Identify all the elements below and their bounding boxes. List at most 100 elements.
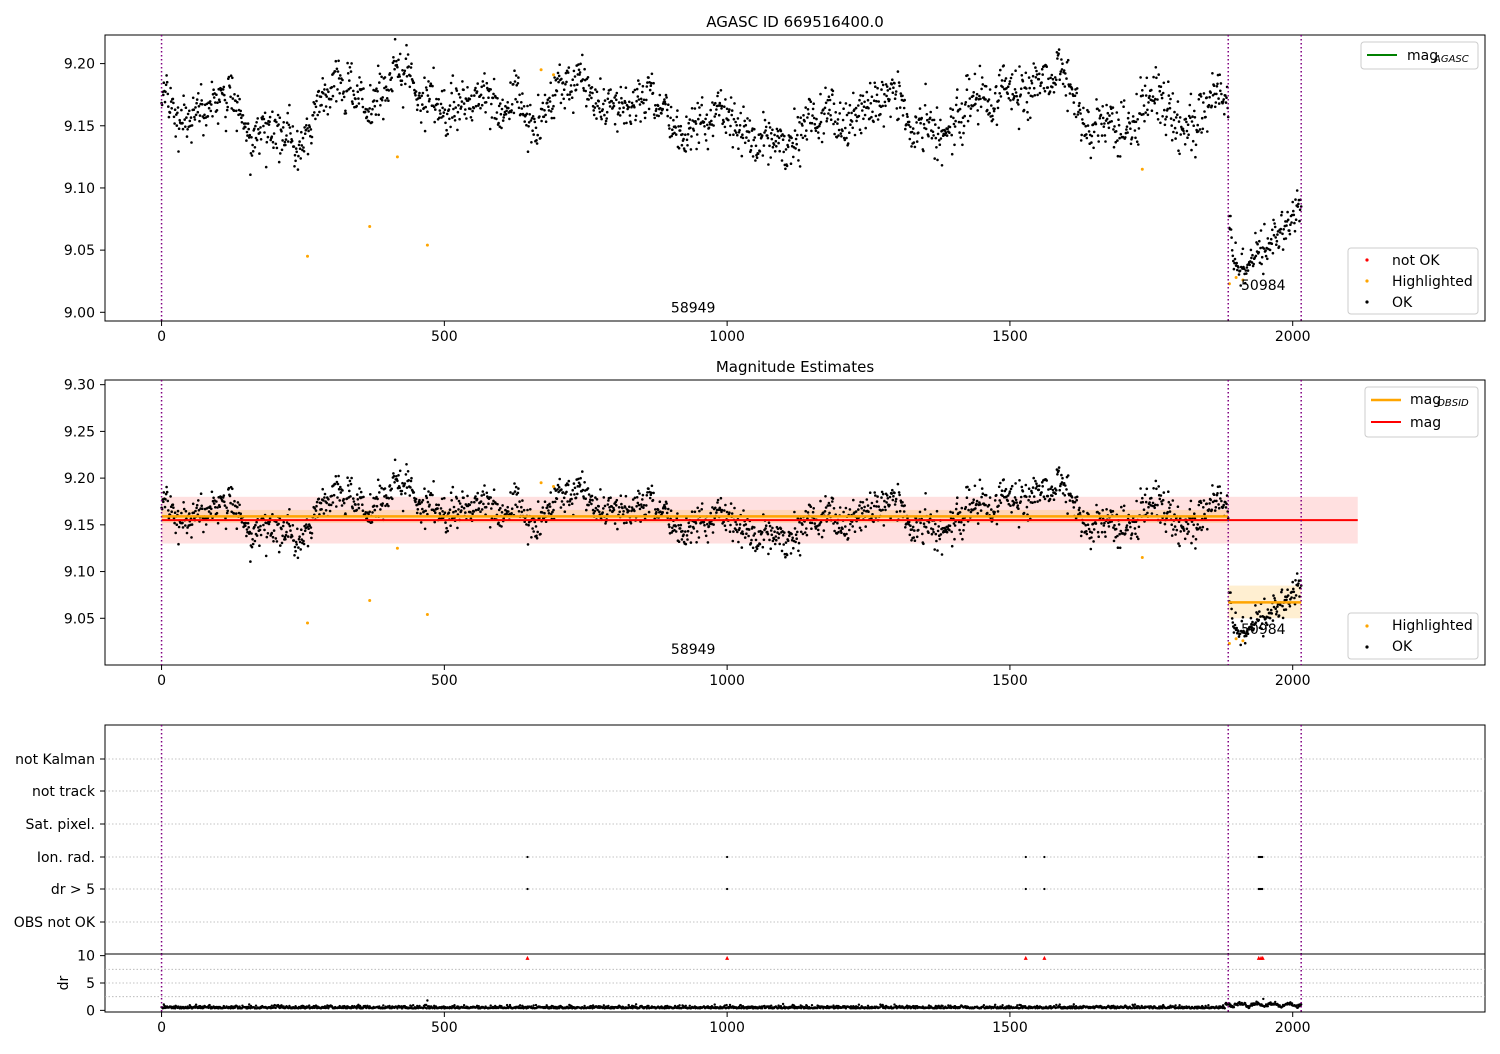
agasc-ok-point: [877, 100, 880, 103]
agasc-ok-point: [381, 96, 384, 99]
agasc-ok-point: [908, 121, 911, 124]
estimate-ok-point: [373, 505, 376, 508]
agasc-ok-point: [1252, 263, 1255, 266]
agasc-ok-point: [1058, 48, 1061, 51]
estimate-ok-point: [750, 542, 753, 545]
agasc-ok-point: [698, 141, 701, 144]
estimate-ok-point: [444, 521, 447, 524]
estimate-ok-point: [259, 525, 262, 528]
agasc-ok-point: [172, 102, 175, 105]
estimate-ok-point: [863, 509, 866, 512]
agasc-ok-point: [454, 119, 457, 122]
agasc-ok-point: [200, 99, 203, 102]
agasc-ok-point: [618, 107, 621, 110]
agasc-ok-point: [202, 134, 205, 137]
agasc-ok-point: [376, 90, 379, 93]
agasc-ok-point: [953, 144, 956, 147]
estimate-ok-point: [589, 498, 592, 501]
agasc-ok-point: [925, 128, 928, 131]
agasc-ok-point: [509, 81, 512, 84]
estimate-ok-point: [1189, 508, 1192, 511]
agasc-ok-point: [777, 142, 780, 145]
estimate-ok-point: [518, 510, 521, 513]
estimate-ok-point: [1082, 510, 1085, 513]
agasc-ok-point: [251, 154, 254, 157]
agasc-ok-point: [978, 95, 981, 98]
agasc-ok-point: [601, 108, 604, 111]
estimate-ok-point: [1239, 644, 1242, 647]
agasc-ok-point: [176, 112, 179, 115]
agasc-ok-point: [937, 133, 940, 136]
agasc-ok-point: [594, 106, 597, 109]
estimate-ok-point: [184, 524, 187, 527]
agasc-ok-point: [526, 113, 529, 116]
agasc-ok-point: [269, 116, 272, 119]
agasc-ok-point: [323, 88, 326, 91]
agasc-ok-point: [759, 150, 762, 153]
estimate-ok-point: [812, 511, 815, 514]
agasc-ok-point: [834, 120, 837, 123]
agasc-ok-point: [1156, 98, 1159, 101]
agasc-ok-point: [247, 128, 250, 131]
agasc-ok-point: [376, 100, 379, 103]
agasc-ok-point: [1206, 130, 1209, 133]
estimate-ok-point: [975, 503, 978, 506]
agasc-ok-point: [920, 117, 923, 120]
agasc-ok-point: [364, 111, 367, 114]
estimate-ok-point: [1022, 490, 1025, 493]
agasc-ok-point: [448, 108, 451, 111]
estimate-ok-point: [568, 504, 571, 507]
estimate-ok-point: [892, 499, 895, 502]
estimate-ok-point: [769, 547, 772, 550]
estimate-ok-point: [974, 485, 977, 488]
estimate-ok-point: [1090, 536, 1093, 539]
estimate-ok-point: [1014, 496, 1017, 499]
agasc-ok-point: [902, 114, 905, 117]
dr-point: [535, 1004, 537, 1006]
agasc-ok-point: [517, 82, 520, 85]
estimate-ok-point: [1028, 495, 1031, 498]
estimate-ok-point: [798, 521, 801, 524]
agasc-ok-point: [357, 91, 360, 94]
agasc-ok-point: [979, 65, 982, 68]
agasc-ok-point: [1293, 222, 1296, 225]
estimate-ok-point: [547, 509, 550, 512]
agasc-ok-point: [1065, 77, 1068, 80]
agasc-ok-point: [1260, 229, 1263, 232]
estimate-ok-point: [188, 512, 191, 515]
estimate-ok-point: [315, 509, 318, 512]
agasc-ok-point: [730, 96, 733, 99]
estimate-ok-point: [167, 500, 170, 503]
estimate-ok-point: [298, 535, 301, 538]
agasc-ok-point: [836, 122, 839, 125]
agasc-ok-point: [420, 121, 423, 124]
agasc-ok-point: [182, 94, 185, 97]
agasc-ok-point: [190, 116, 193, 119]
agasc-ok-point: [470, 116, 473, 119]
agasc-ok-point: [628, 101, 631, 104]
agasc-ok-point: [342, 90, 345, 93]
estimate-ok-point: [1086, 533, 1089, 536]
estimate-ok-point: [795, 533, 798, 536]
agasc-ok-point: [594, 88, 597, 91]
agasc-ok-point: [396, 66, 399, 69]
agasc-x-tick-label: 2000: [1275, 329, 1311, 345]
agasc-ok-point: [280, 130, 283, 133]
estimate-ok-point: [1084, 524, 1087, 527]
estimate-ok-point: [1160, 494, 1163, 497]
agasc-ok-point: [1178, 120, 1181, 123]
agasc-ok-point: [259, 126, 262, 129]
agasc-ok-point: [335, 100, 338, 103]
estimate-ok-point: [1026, 506, 1029, 509]
agasc-ok-point: [697, 118, 700, 121]
estimate-ok-point: [959, 511, 962, 514]
estimate-ok-point: [401, 490, 404, 493]
estimate-ok-point: [351, 507, 354, 510]
estimate-ok-point: [295, 543, 298, 546]
agasc-ok-point: [247, 122, 250, 125]
agasc-ok-point: [777, 130, 780, 133]
estimate-ok-point: [800, 531, 803, 534]
agasc-ok-point: [1171, 139, 1174, 142]
estimate-ok-point: [362, 509, 365, 512]
agasc-ok-point: [1187, 133, 1190, 136]
